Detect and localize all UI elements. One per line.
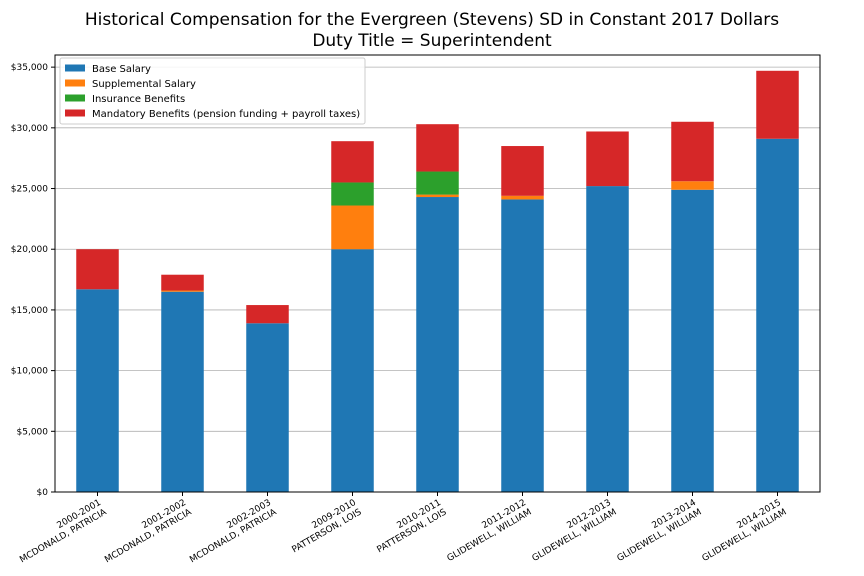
x-tick-label: 2012-2013GLIDEWELL, WILLIAM <box>525 498 618 564</box>
bar-segment <box>246 323 289 492</box>
legend-swatch <box>65 79 85 87</box>
bar-segment <box>246 305 289 324</box>
bars <box>76 70 799 493</box>
x-tick-label: 2000-2001MCDONALD, PATRICIA <box>13 498 109 566</box>
chart-title: Historical Compensation for the Evergree… <box>84 10 780 30</box>
legend-entry: Insurance Benefits <box>92 94 185 105</box>
bar-segment <box>416 124 459 172</box>
bar-segment <box>586 131 629 187</box>
bar-segment <box>161 291 204 492</box>
bar-segment <box>756 138 799 492</box>
legend-entry: Mandatory Benefits (pension funding + pa… <box>92 109 360 120</box>
x-tick-label: 2001-2002MCDONALD, PATRICIA <box>98 498 194 566</box>
bar-segment <box>416 171 459 195</box>
y-axis: $0 $5,000 $10,000 $15,000 $20,000 $25,000 $30,… <box>11 63 55 498</box>
bar-segment <box>331 249 374 492</box>
legend-entry: Base Salary <box>92 64 151 75</box>
bar-segment <box>671 121 714 182</box>
y-tick-label: $15,000 <box>11 306 48 316</box>
y-tick-label: $10,000 <box>11 367 48 377</box>
bar-segment <box>416 194 459 198</box>
bar-segment <box>161 290 204 292</box>
y-tick-label: $0 <box>37 488 49 498</box>
legend-box <box>59 57 366 125</box>
x-axis: 2000-2001MCDONALD, PATRICIA 2001-2002MCDO… <box>13 492 789 566</box>
bar-segment <box>76 289 119 492</box>
x-tick-label: 2013-2014GLIDEWELL, WILLIAM <box>610 498 704 564</box>
bar-segment <box>331 141 374 183</box>
bar-segment <box>501 195 544 200</box>
bar-segment <box>161 274 204 291</box>
legend-swatch <box>65 64 85 72</box>
y-tick-label: $5,000 <box>17 427 49 437</box>
bar-segment <box>671 189 714 492</box>
chart-subtitle: Duty Title = Superintendent <box>312 31 552 51</box>
bar-segment <box>671 181 714 190</box>
legend-swatch <box>65 94 85 102</box>
bar-segment <box>416 197 459 492</box>
bar-segment <box>501 146 544 196</box>
x-tick-label: 2010-2011PATTERSON, LOIS <box>370 498 449 556</box>
x-tick-label: 2011-2012GLIDEWELL, WILLIAM <box>440 498 533 564</box>
bar-segment <box>76 249 119 290</box>
y-tick-label: $20,000 <box>11 245 48 255</box>
bar-segment <box>756 70 799 139</box>
bar-segment <box>331 205 374 250</box>
x-tick-label: 2009-2010PATTERSON, LOIS <box>285 498 364 556</box>
bar-segment <box>501 199 544 493</box>
x-tick-label: 2002-2003MCDONALD, PATRICIA <box>183 498 279 566</box>
bar-segment <box>586 186 629 492</box>
x-tick-label: 2014-2015GLIDEWELL, WILLIAM <box>695 498 788 564</box>
y-tick-label: $25,000 <box>11 185 48 195</box>
bar-segment <box>331 182 374 206</box>
y-tick-label: $35,000 <box>11 63 48 73</box>
legend: Base Salary Supplemental Salary Insurance … <box>59 57 366 125</box>
y-tick-label: $30,000 <box>11 124 48 134</box>
legend-swatch <box>65 109 85 117</box>
legend-entry: Supplemental Salary <box>92 79 196 90</box>
